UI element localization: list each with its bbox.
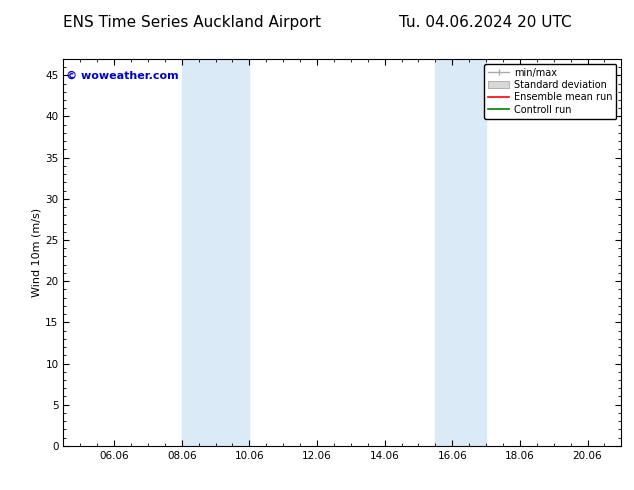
Text: ENS Time Series Auckland Airport: ENS Time Series Auckland Airport [63, 15, 321, 29]
Text: © woweather.com: © woweather.com [66, 71, 179, 80]
Y-axis label: Wind 10m (m/s): Wind 10m (m/s) [31, 208, 41, 297]
Legend: min/max, Standard deviation, Ensemble mean run, Controll run: min/max, Standard deviation, Ensemble me… [484, 64, 616, 119]
Bar [436, 59, 486, 446]
Text: Tu. 04.06.2024 20 UTC: Tu. 04.06.2024 20 UTC [399, 15, 572, 29]
Bar [182, 59, 249, 446]
